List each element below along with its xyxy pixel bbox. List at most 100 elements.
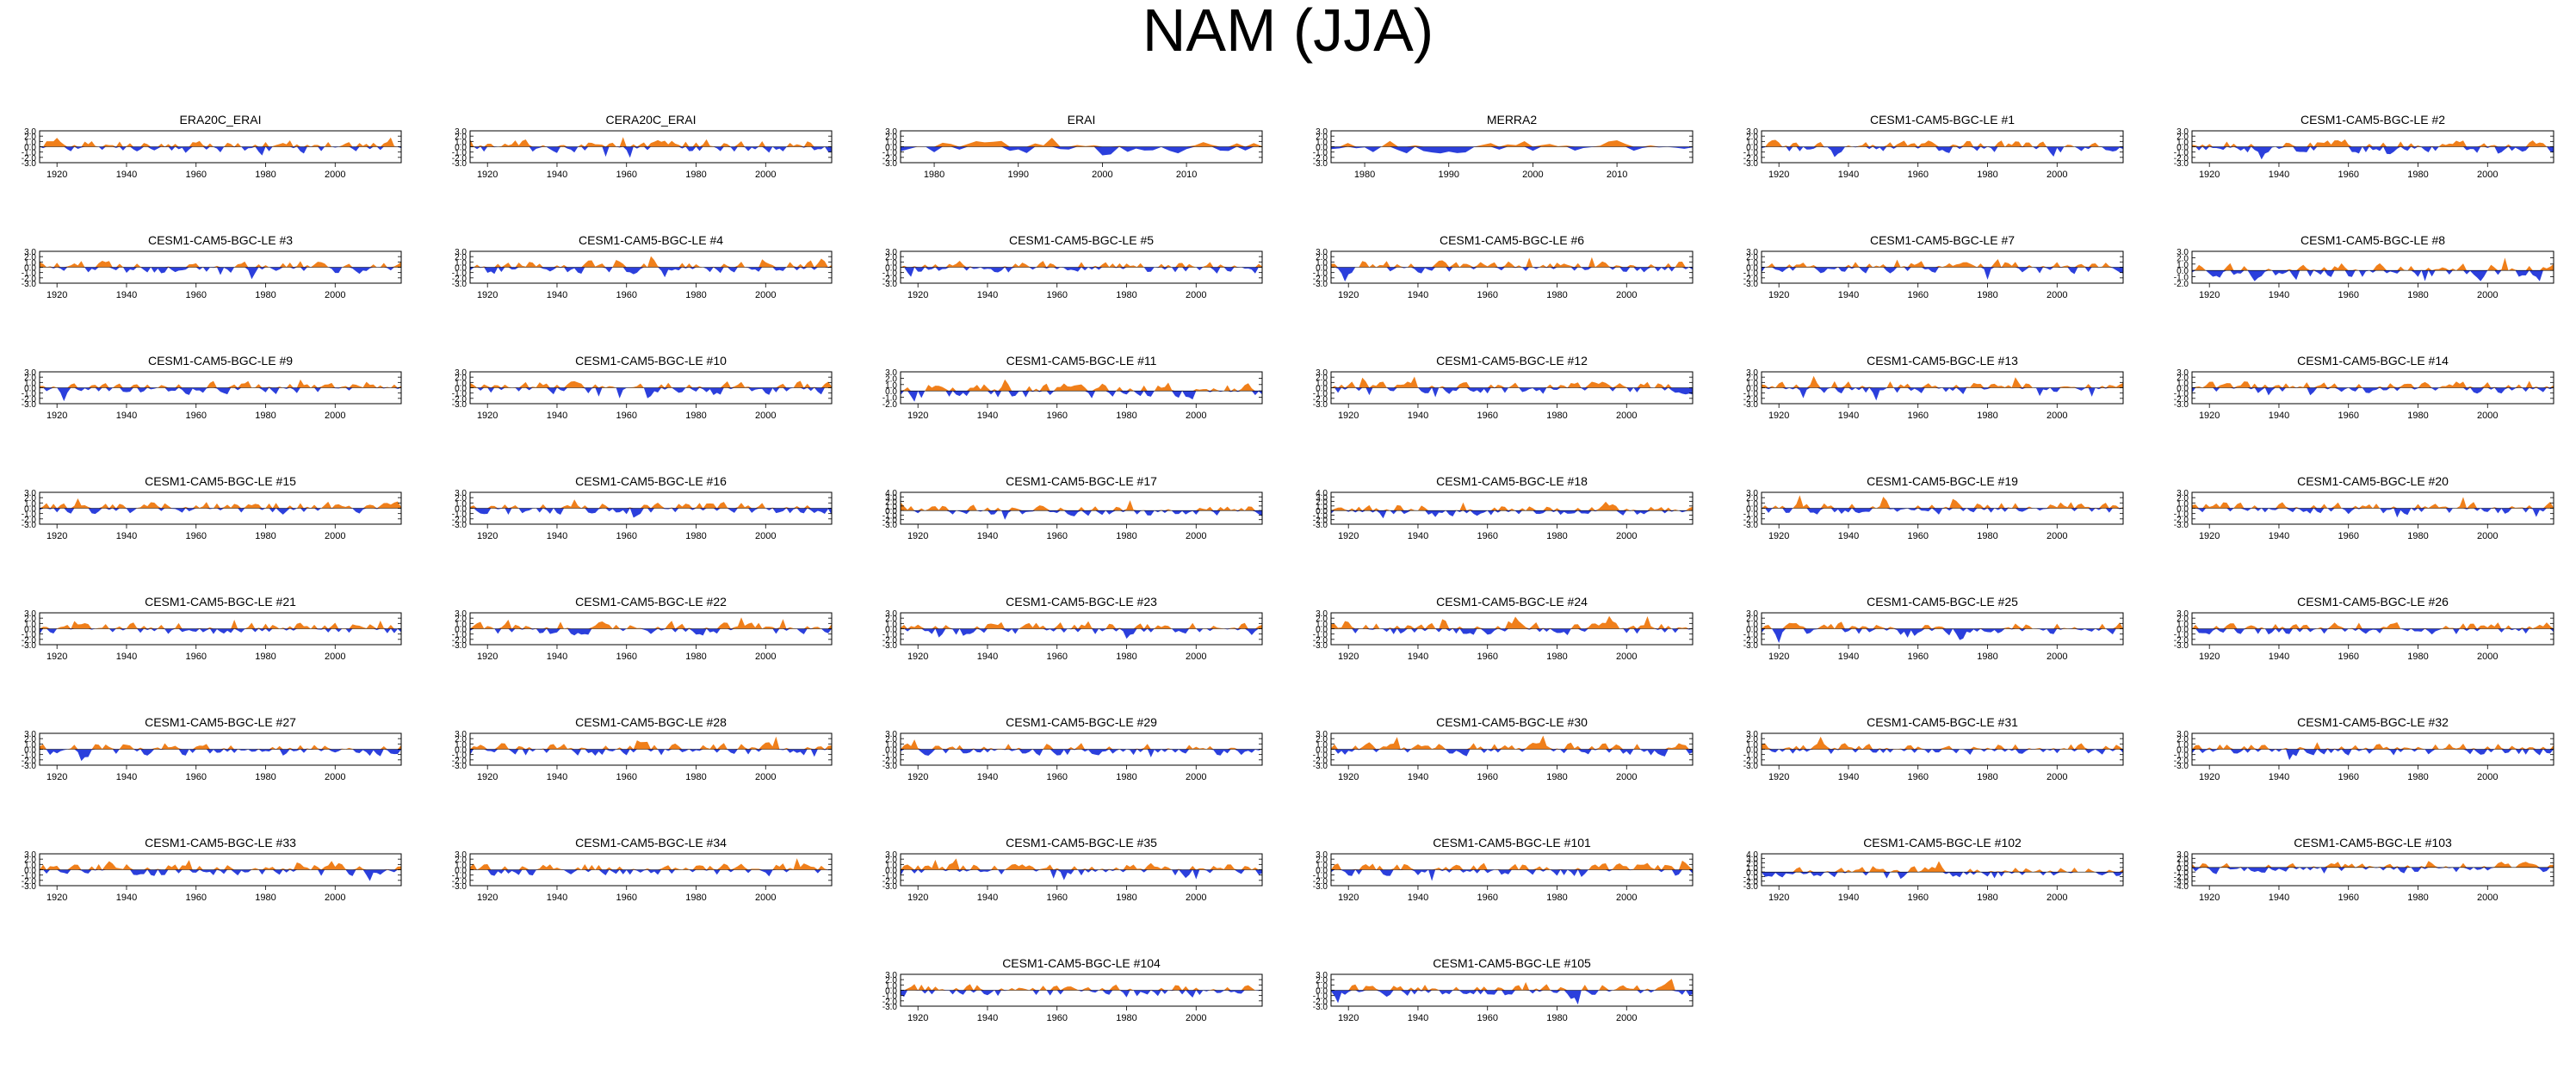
y-tick-label: 1.0 [455, 620, 467, 629]
panel: CESM1-CAM5-BGC-LE #7 3.02.01.00.0-1.0-2.0… [1743, 233, 2124, 300]
y-tick-label: -2.0 [2174, 395, 2189, 405]
panel: CESM1-CAM5-BGC-LE #23 3.02.01.00.0-1.0-2.… [882, 595, 1263, 662]
y-tick-label: -2.0 [22, 757, 37, 766]
y-tick-label: -2.0 [882, 757, 898, 766]
y-tick-label: 0.0 [2177, 746, 2189, 756]
panel: CESM1-CAM5-BGC-LE #13 3.02.01.00.0-1.0-2.… [1743, 354, 2124, 421]
y-tick-label: 1.0 [455, 861, 467, 870]
x-tick-label: 1980 [1977, 531, 1997, 541]
y-tick-label: 0.0 [2177, 267, 2189, 276]
x-tick-label: 2000 [1616, 290, 1637, 300]
positive-area [1762, 495, 2123, 509]
x-tick-label: 2000 [755, 531, 776, 541]
x-tick-label: 1940 [2269, 531, 2289, 541]
negative-area [470, 267, 832, 278]
x-tick-label: 2000 [2477, 893, 2498, 903]
plot-frame [2191, 250, 2554, 284]
y-tick-label: 0.0 [455, 867, 467, 876]
x-tick-label: 2000 [325, 652, 345, 662]
y-tick-label: -1.0 [882, 992, 898, 1002]
panel-title: CESM1-CAM5-BGC-LE #26 [2297, 595, 2449, 609]
y-tick-label: 3.0 [2177, 248, 2189, 257]
y-tick-label: -2.0 [2174, 516, 2189, 525]
y-tick-label: 4.0 [1746, 850, 1758, 860]
x-tick-label: 1980 [1546, 772, 1567, 782]
x-tick-label: 1920 [1338, 531, 1359, 541]
y-tick-label: 0.0 [1746, 626, 1758, 635]
x-tick-label: 1920 [477, 411, 498, 421]
panel-title: CESM1-CAM5-BGC-LE #101 [1433, 836, 1591, 850]
panel: ERA20C_ERAI 3.02.01.00.0-1.0-2.0-3.0 1920 1… [22, 113, 402, 180]
y-tick-label: 2.0 [24, 615, 36, 624]
y-tick-label: -1.0 [452, 269, 468, 279]
negative-area [470, 869, 832, 877]
y-tick-label: 2.0 [885, 253, 897, 263]
y-tick-label: -2.0 [882, 877, 898, 887]
y-tick-label: 1.0 [1746, 620, 1758, 629]
y-tick-label: -2.0 [1743, 878, 1759, 887]
x-tick-label: 1940 [1838, 170, 1859, 180]
y-tick-label: -1.0 [882, 269, 898, 279]
y-tick-label: 3.0 [455, 730, 467, 739]
x-tick-label: 2000 [2047, 893, 2067, 903]
y-tick-label: 3.0 [885, 850, 897, 860]
x-tick-label: 2000 [1616, 531, 1637, 541]
negative-area [40, 628, 401, 634]
y-tick-label: 0.0 [1746, 264, 1758, 274]
y-tick-label: -3.0 [452, 521, 468, 530]
panel-title: CESM1-CAM5-BGC-LE #103 [2294, 836, 2452, 850]
y-tick-label: 2.0 [455, 374, 467, 383]
panel: CESM1-CAM5-BGC-LE #8 3.02.01.00.0-1.0-2.0… [2174, 233, 2554, 300]
y-tick-label: 3.0 [2177, 127, 2189, 137]
y-tick-label: -2.0 [1743, 275, 1759, 284]
negative-area [901, 391, 1262, 402]
x-tick-label: 1980 [1546, 893, 1567, 903]
y-tick-label: -3.0 [2174, 521, 2189, 530]
positive-area [1762, 258, 2123, 268]
x-tick-label: 1940 [1838, 652, 1859, 662]
y-tick-label: -1.0 [882, 511, 898, 521]
negative-area [2192, 628, 2554, 635]
negative-area [40, 749, 401, 762]
y-tick-label: 0.0 [24, 505, 36, 515]
y-tick-label: -2.0 [1313, 998, 1328, 1007]
positive-area [1762, 375, 2123, 388]
y-tick-label: 3.0 [1316, 730, 1328, 739]
x-tick-label: 1920 [1338, 893, 1359, 903]
y-tick-label: -2.0 [22, 516, 37, 525]
negative-area [40, 146, 401, 156]
x-tick-label: 1960 [616, 411, 636, 421]
negative-area [1762, 146, 2123, 158]
panel: CESM1-CAM5-BGC-LE #22 3.02.01.00.0-1.0-2.… [452, 595, 833, 662]
x-tick-label: 1980 [2407, 893, 2428, 903]
x-tick-label: 1960 [1907, 893, 1928, 903]
y-tick-label: 2.0 [2177, 735, 2189, 745]
y-tick-label: 2.0 [885, 976, 897, 986]
panel-title: CESM1-CAM5-BGC-LE #25 [1867, 595, 2018, 609]
x-tick-label: 1980 [685, 652, 706, 662]
y-tick-label: 0.0 [24, 626, 36, 635]
negative-area [1331, 146, 1693, 154]
x-tick-label: 2000 [1186, 772, 1206, 782]
x-tick-label: 2000 [2477, 290, 2498, 300]
negative-area [1762, 872, 2123, 880]
y-tick-label: -1.0 [882, 751, 898, 761]
panel: CESM1-CAM5-BGC-LE #12 3.02.01.00.0-1.0-2.… [1313, 354, 1694, 421]
y-tick-label: -2.0 [22, 877, 37, 887]
panel: CESM1-CAM5-BGC-LE #33 3.02.01.00.0-1.0-2.… [22, 836, 402, 903]
x-tick-label: 2000 [1186, 652, 1206, 662]
negative-area [2192, 867, 2554, 874]
x-tick-label: 1980 [1977, 652, 1997, 662]
y-tick-label: -3.0 [1743, 400, 1759, 410]
x-tick-label: 2000 [325, 170, 345, 180]
x-tick-label: 1960 [2338, 531, 2358, 541]
x-tick-label: 2000 [1616, 1013, 1637, 1023]
x-tick-label: 2000 [1186, 411, 1206, 421]
y-tick-label: 3.0 [1316, 971, 1328, 980]
negative-area [901, 146, 1262, 156]
y-tick-label: -3.0 [882, 641, 898, 651]
x-tick-label: 1940 [2269, 411, 2289, 421]
y-tick-label: -2.0 [882, 998, 898, 1007]
x-tick-label: 2010 [1607, 170, 1627, 180]
